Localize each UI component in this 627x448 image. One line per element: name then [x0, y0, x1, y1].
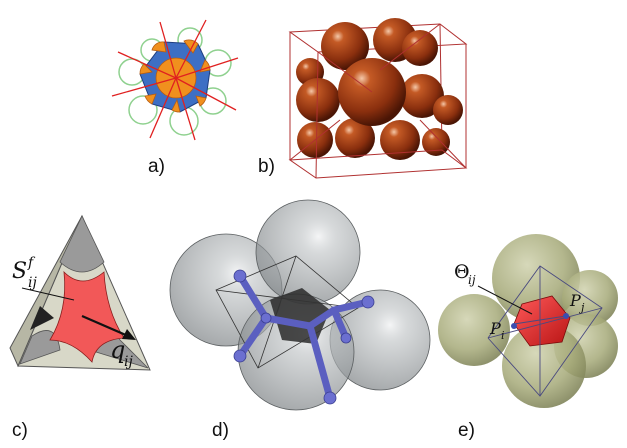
- panel-label-d: d): [212, 420, 229, 441]
- bond-node: [340, 332, 352, 344]
- corner-arcs: [19, 215, 149, 369]
- red-line: [111, 77, 177, 97]
- bond-node: [323, 391, 337, 405]
- panel-label-a: a): [148, 156, 165, 177]
- copper-sphere: [380, 120, 420, 160]
- panel-a-diagram: [111, 19, 239, 141]
- dark-wedge: [30, 306, 54, 330]
- panel-label-e: e): [458, 420, 475, 441]
- label-theta: Θ: [454, 261, 470, 283]
- e-wire-edge: [513, 315, 567, 325]
- olive-sphere: [438, 294, 510, 366]
- red-line: [149, 77, 177, 139]
- red-line: [175, 77, 196, 141]
- red-lines: [111, 19, 239, 141]
- bond-node: [233, 269, 247, 283]
- e-wire-edge: [487, 307, 603, 339]
- q-arrow-head: [122, 329, 136, 340]
- label-pj-sub: j: [578, 301, 585, 314]
- q-arrow: [81, 314, 136, 340]
- corner-arc: [59, 215, 105, 273]
- panel-label-c: c): [12, 420, 28, 441]
- bond: [236, 314, 270, 360]
- copper-sphere: [400, 74, 444, 118]
- label-pj: P: [569, 291, 581, 310]
- orange-circle: [139, 63, 153, 75]
- copper-sphere: [321, 22, 369, 70]
- point-pi: [511, 323, 517, 329]
- copper-sphere: [335, 118, 375, 158]
- bond: [262, 314, 314, 330]
- gray-sphere: [255, 199, 361, 305]
- wire-box-front: [288, 23, 468, 179]
- copper-sphere: [422, 128, 450, 156]
- tetra-edge: [257, 255, 297, 369]
- s-pointer-line: [21, 287, 75, 301]
- label-s-sub: ij: [28, 275, 37, 291]
- label-s: S: [12, 259, 27, 284]
- tetra-edge: [215, 289, 359, 309]
- label-theta-sub: ij: [468, 273, 476, 287]
- red-line: [159, 21, 177, 79]
- olive-sphere: [492, 234, 580, 322]
- orange-circle: [151, 41, 167, 53]
- label-s-sup: f: [27, 255, 36, 271]
- copper-sphere: [296, 78, 340, 122]
- bond-node: [233, 349, 247, 363]
- panel-d-diagram: [169, 199, 431, 411]
- panel-b-diagram: [288, 18, 468, 179]
- theta-pointer-line: [477, 285, 533, 315]
- tetra-wire: [215, 255, 359, 369]
- point-pj: [563, 313, 569, 319]
- label-pi-sub: i: [501, 329, 505, 342]
- red-line: [175, 57, 239, 79]
- copper-sphere: [402, 30, 438, 66]
- e-wire: [487, 265, 603, 397]
- orange-circle: [171, 98, 181, 113]
- olive-sphere: [502, 324, 586, 408]
- orange-circle: [195, 95, 207, 107]
- bond-node: [260, 312, 272, 324]
- bond: [306, 322, 334, 402]
- bond: [306, 306, 338, 330]
- box-edge: [379, 23, 441, 71]
- orange-circle: [144, 93, 157, 105]
- purple-nodes: [233, 269, 375, 405]
- olive-sphere: [562, 270, 618, 326]
- panel-label-b: b): [258, 156, 275, 177]
- label-q-sub: ij: [124, 354, 133, 370]
- label-q: q: [110, 336, 125, 364]
- bond-node: [361, 295, 375, 309]
- box-edge: [317, 51, 373, 93]
- box-edge: [289, 119, 341, 161]
- bond: [236, 272, 270, 322]
- red-line: [175, 19, 207, 79]
- panel-e-diagram: Θ ij P i P j: [438, 234, 618, 408]
- label-pi: P: [489, 319, 501, 338]
- box-edge: [315, 51, 319, 179]
- dark-cell: [270, 288, 330, 344]
- copper-sphere: [433, 95, 463, 125]
- red-line: [175, 77, 237, 111]
- green-circle: [128, 95, 158, 125]
- panel-c-diagram: S f ij q ij: [9, 214, 151, 371]
- box-edge: [419, 119, 467, 169]
- q-arrow-shaft: [81, 314, 129, 338]
- red-line: [117, 51, 177, 79]
